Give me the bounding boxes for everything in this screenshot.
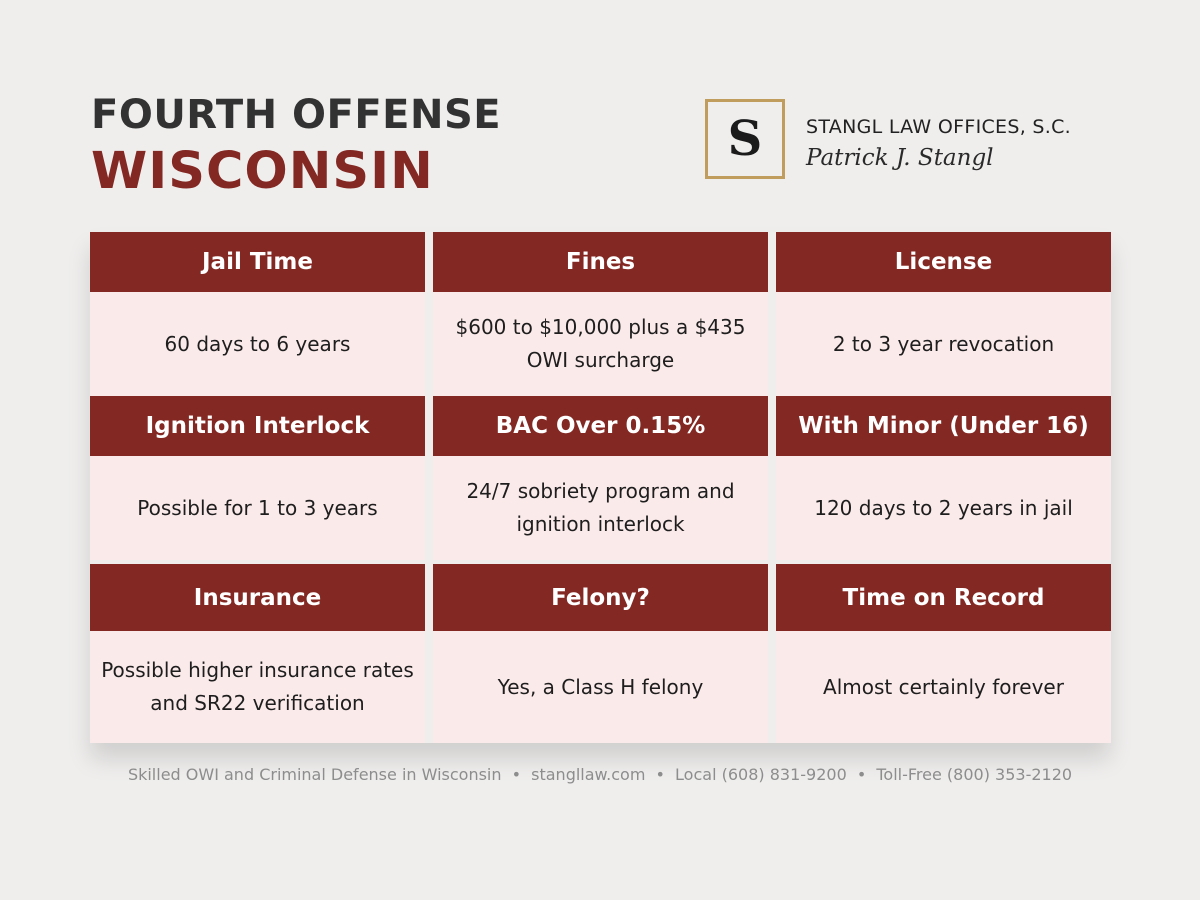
footer-local-phone: Local (608) 831-9200: [675, 765, 847, 784]
table-header-cell: Jail Time: [90, 232, 425, 292]
table-header-cell: Felony?: [433, 560, 768, 631]
page-title: FOURTH OFFENSE: [91, 92, 502, 138]
table-header-cell: License: [776, 232, 1111, 292]
bullet-separator: •: [655, 765, 665, 784]
table-value-cell: $600 to $10,000 plus a $435 OWI surcharg…: [433, 292, 768, 396]
firm-name: STANGL LAW OFFICES, S.C.: [806, 116, 1071, 138]
table-value-cell: 60 days to 6 years: [90, 292, 425, 396]
footer-contact-line: Skilled OWI and Criminal Defense in Wisc…: [0, 764, 1200, 786]
bullet-separator: •: [511, 765, 522, 784]
penalties-table: Jail Time Fines License 60 days to 6 yea…: [90, 232, 1111, 743]
table-header-cell: With Minor (Under 16): [776, 396, 1111, 456]
page-subtitle-state: WISCONSIN: [91, 142, 434, 201]
table-header-cell: BAC Over 0.15%: [433, 396, 768, 456]
table-value-cell: Almost certainly forever: [776, 631, 1111, 743]
footer-website: stangllaw.com: [531, 765, 646, 784]
table-header-cell: Fines: [433, 232, 768, 292]
table-value-cell: Yes, a Class H felony: [433, 631, 768, 743]
table-value-cell: Possible higher insurance rates and SR22…: [90, 631, 425, 743]
footer-tagline: Skilled OWI and Criminal Defense in Wisc…: [127, 765, 502, 784]
table-value-cell: 2 to 3 year revocation: [776, 292, 1111, 396]
bullet-separator: •: [856, 765, 867, 784]
table-header-cell: Insurance: [90, 560, 425, 631]
table-header-cell: Ignition Interlock: [90, 396, 425, 456]
footer-tollfree-phone: Toll-Free (800) 353-2120: [876, 765, 1073, 784]
table-value-cell: 24/7 sobriety program and ignition inter…: [433, 456, 768, 560]
table-value-cell: 120 days to 2 years in jail: [776, 456, 1111, 560]
table-value-cell: Possible for 1 to 3 years: [90, 456, 425, 560]
firm-logo-monogram: S: [705, 99, 785, 179]
table-header-cell: Time on Record: [776, 560, 1111, 631]
attorney-signature: Patrick J. Stangl: [806, 145, 994, 171]
